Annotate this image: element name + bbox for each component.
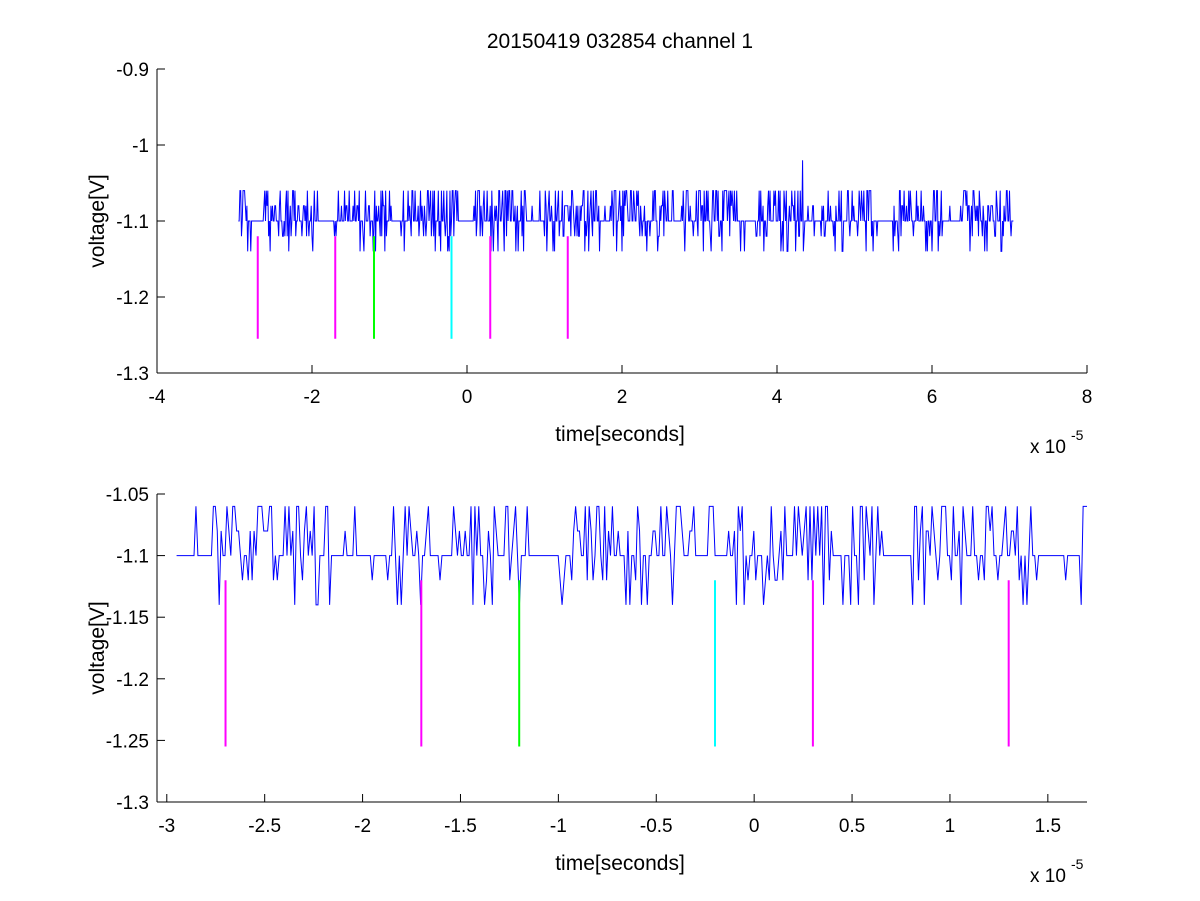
x-exponent-power: -5 <box>1071 427 1084 443</box>
signal-trace <box>176 505 1087 606</box>
x-tick-label: 8 <box>1082 387 1093 408</box>
x-exponent-power: -5 <box>1071 856 1084 872</box>
y-tick-label: -1.2 <box>116 288 149 309</box>
x-tick-label: 2 <box>617 387 628 408</box>
x-tick-label: -3 <box>158 816 175 837</box>
y-tick-label: -0.9 <box>116 60 149 81</box>
x-tick-label: 0 <box>749 816 760 837</box>
y-tick-label: -1.1 <box>116 212 149 233</box>
x-axis-label: time[seconds] <box>555 852 685 875</box>
x-tick-label: -4 <box>149 387 166 408</box>
y-tick-label: -1.1 <box>116 547 149 568</box>
top-subplot: -4 -2 0 2 4 6 8 -1.3 -1.2 -1.1 -1 -0.9 time[seconds]… <box>86 60 1092 458</box>
signal-trace <box>238 160 1014 252</box>
x-tick-label: 6 <box>927 387 938 408</box>
y-tick-label: -1.25 <box>106 731 149 752</box>
y-tick-label: -1.15 <box>106 608 149 629</box>
y-tick-label: -1.05 <box>106 485 149 506</box>
bottom-subplot: -3 -2.5 -2 -1.5 -1 -0.5 0 0.5 1 1.5 -1.3 -1.25 -1.2 -… <box>86 485 1087 887</box>
x-tick-label: 1.5 <box>1035 816 1061 837</box>
figure-title: 20150419 032854 channel 1 <box>487 30 753 53</box>
y-tick-label: -1.3 <box>116 793 149 814</box>
x-tick-label: -2.5 <box>248 816 281 837</box>
x-tick-label: 1 <box>945 816 956 837</box>
x-axis-label: time[seconds] <box>555 423 685 446</box>
x-exponent-label: x 10 <box>1030 437 1066 458</box>
x-tick-label: 0 <box>462 387 473 408</box>
x-tick-label: -2 <box>354 816 371 837</box>
y-axis-label: voltage[V] <box>86 174 109 267</box>
x-tick-label: -1.5 <box>444 816 477 837</box>
y-tick-label: -1.3 <box>116 364 149 385</box>
x-tick-label: 4 <box>772 387 783 408</box>
y-tick-label: -1.2 <box>116 670 149 691</box>
x-tick-label: -1 <box>550 816 567 837</box>
x-exponent-label: x 10 <box>1030 866 1066 887</box>
y-tick-label: -1 <box>132 136 149 157</box>
x-tick-label: -0.5 <box>640 816 673 837</box>
x-tick-label: 0.5 <box>839 816 865 837</box>
y-axis-label: voltage[V] <box>86 601 109 694</box>
x-tick-label: -2 <box>304 387 321 408</box>
